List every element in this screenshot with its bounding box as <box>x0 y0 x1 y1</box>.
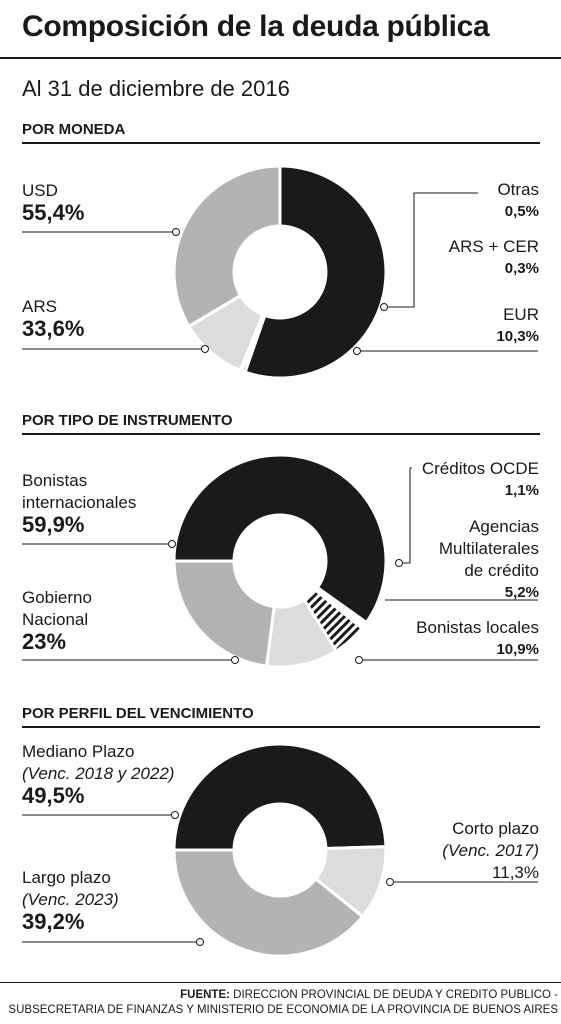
label-bl-name: Bonistas locales <box>416 618 539 637</box>
donut-slice-bonistas-internacionales <box>172 453 388 625</box>
leader-dot <box>201 345 209 353</box>
label-bi-value: 59,9% <box>22 512 85 537</box>
label-ars: ARS 33,6% <box>22 296 84 340</box>
section-title-instrumento: POR TIPO DE INSTRUMENTO <box>22 412 233 429</box>
label-lp-name: Largo plazo <box>22 868 111 887</box>
label-ocde-value: 1,1% <box>504 482 539 499</box>
leader-dot <box>355 656 363 664</box>
leader-dot <box>380 303 388 311</box>
label-bi-name2: internacionales <box>22 493 137 512</box>
leader-lines <box>22 192 538 946</box>
leader-dot <box>171 811 179 819</box>
label-bl-value: 10,9% <box>496 641 539 658</box>
footer-divider <box>0 982 561 983</box>
leader-dot <box>395 559 403 567</box>
label-bonistas-locales: Bonistas locales 10,9% <box>416 617 539 661</box>
source-footer: FUENTE: DIRECCION PROVINCIAL DE DEUDA Y … <box>0 988 558 1018</box>
label-am-name2: Multilaterales <box>438 539 539 558</box>
leader-dot <box>168 540 176 548</box>
leader-ocde <box>400 467 412 564</box>
label-cp-name: Corto plazo <box>452 819 539 838</box>
donut-vencimiento <box>172 742 388 958</box>
label-ocde-name: Créditos OCDE <box>421 459 539 478</box>
label-otras-value: 0,5% <box>504 203 539 220</box>
label-otras: Otras 0,5% <box>497 179 539 223</box>
label-corto-plazo: Corto plazo (Venc. 2017) 11,3% <box>442 818 539 884</box>
leader-dot <box>196 938 204 946</box>
label-gobierno-nacional: Gobierno Nacional 23% <box>22 587 92 653</box>
label-am-name1: Agencias <box>469 517 539 536</box>
leader-dot <box>231 656 239 664</box>
leader-dot <box>353 347 361 355</box>
label-eur-value: 10,3% <box>496 328 539 345</box>
leader-otras-cer <box>385 192 478 308</box>
label-mp-value: 49,5% <box>22 783 85 808</box>
section-divider <box>22 726 540 728</box>
label-eur: EUR 10,3% <box>496 304 539 348</box>
donut-instrumento <box>172 453 388 669</box>
label-cer-value: 0,3% <box>504 260 539 277</box>
label-otras-name: Otras <box>497 180 539 199</box>
label-mp-name: Mediano Plazo <box>22 742 135 761</box>
section-divider <box>22 433 540 435</box>
donut-slice-mediano-plazo <box>172 742 388 852</box>
title-divider <box>0 57 561 59</box>
label-am-value: 5,2% <box>504 584 539 601</box>
section-title-moneda: POR MONEDA <box>22 121 126 138</box>
label-cp-note: (Venc. 2017) <box>442 841 539 860</box>
label-usd: USD 55,4% <box>22 180 84 224</box>
page-subtitle: Al 31 de diciembre de 2016 <box>22 76 290 101</box>
label-cp-value: 11,3% <box>492 863 539 882</box>
donut-slice-ars <box>172 164 282 329</box>
footer-line1: DIRECCION PROVINCIAL DE DEUDA Y CREDITO … <box>233 989 558 1001</box>
label-mp-note: (Venc. 2018 y 2022) <box>22 764 175 783</box>
section-divider <box>22 142 540 144</box>
page-title: Composición de la deuda pública <box>22 10 490 43</box>
footer-label: FUENTE: <box>180 989 230 1001</box>
donut-slice-largo-plazo <box>172 848 365 958</box>
label-am-name3: de crédito <box>464 561 539 580</box>
label-mediano-plazo: Mediano Plazo (Venc. 2018 y 2022) 49,5% <box>22 741 174 807</box>
label-ars-value: 33,6% <box>22 316 85 341</box>
label-creditos-ocde: Créditos OCDE 1,1% <box>422 458 539 502</box>
label-lp-value: 39,2% <box>22 909 85 934</box>
section-title-vencimiento: POR PERFIL DEL VENCIMIENTO <box>22 705 254 722</box>
footer-line2: SUBSECRETARIA DE FINANZAS Y MINISTERIO D… <box>8 1004 558 1016</box>
label-lp-note: (Venc. 2023) <box>22 890 119 909</box>
label-bonistas-internacionales: Bonistas internacionales 59,9% <box>22 470 136 536</box>
label-agencias: Agencias Multilaterales de crédito 5,2% <box>439 516 539 604</box>
leader-dot <box>386 878 394 886</box>
label-gn-value: 23% <box>22 629 67 654</box>
donut-moneda <box>172 164 388 380</box>
label-largo-plazo: Largo plazo (Venc. 2023) 39,2% <box>22 867 119 933</box>
label-eur-name: EUR <box>503 305 539 324</box>
label-gn-name1: Gobierno <box>22 588 92 607</box>
label-usd-name: USD <box>22 181 58 200</box>
label-bi-name1: Bonistas <box>22 471 88 490</box>
label-cer-name: ARS + CER <box>448 237 539 256</box>
label-ars-cer: ARS + CER 0,3% <box>449 236 539 280</box>
donut-slice-gobierno-nacional <box>172 559 276 668</box>
label-gn-name2: Nacional <box>22 610 89 629</box>
label-ars-name: ARS <box>22 297 57 316</box>
leader-dot <box>172 228 180 236</box>
label-usd-value: 55,4% <box>22 200 85 225</box>
